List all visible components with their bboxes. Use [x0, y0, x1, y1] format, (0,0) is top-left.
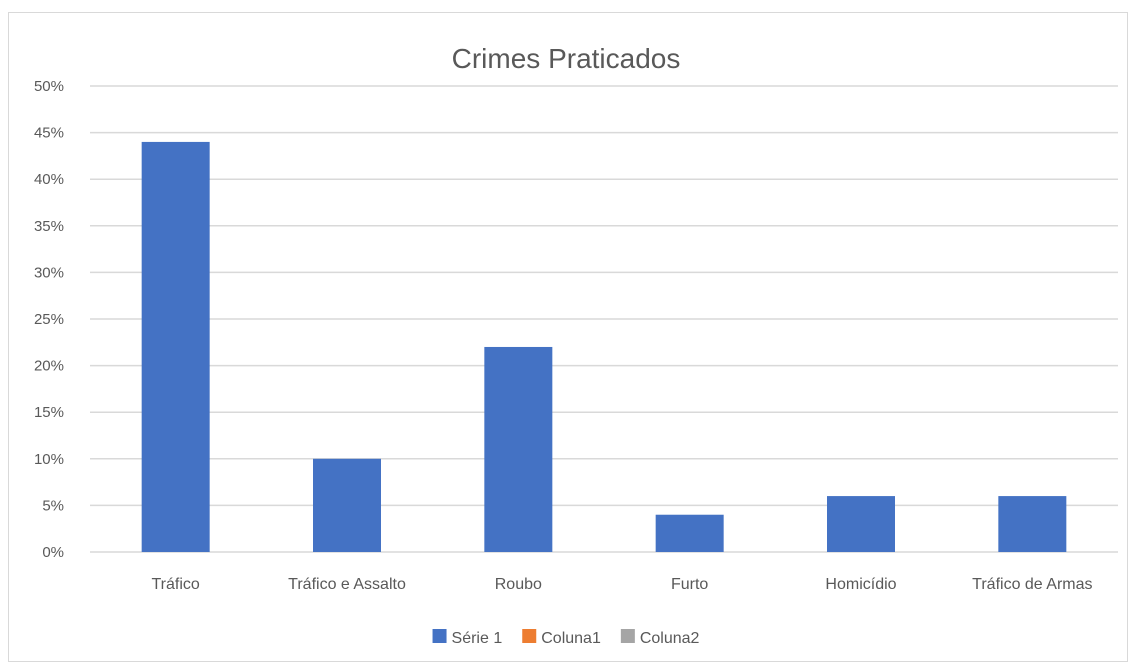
x-tick-label: Homicídio [825, 576, 896, 593]
y-tick-label: 5% [42, 497, 64, 514]
x-tick-label: Tráfico e Assalto [288, 576, 406, 593]
bar [655, 514, 724, 552]
bar [827, 496, 895, 552]
chart-title: Crimes Praticados [452, 43, 681, 74]
y-tick-label: 40% [34, 171, 64, 188]
bar [313, 458, 381, 552]
legend: Série 1 Coluna1 Coluna2 [432, 629, 700, 647]
bars [141, 141, 1067, 553]
y-tick-label: 35% [34, 218, 64, 235]
legend-label: Série 1 [452, 630, 503, 647]
bar [484, 346, 553, 552]
y-tick-label: 15% [34, 404, 64, 421]
y-axis: 0% 5% 10% 15% 20% 25% 30% 35% 40% 45% 50% [34, 78, 64, 561]
legend-swatch [432, 629, 447, 643]
bar [998, 496, 1067, 552]
y-tick-label: 50% [34, 78, 64, 95]
legend-label: Coluna2 [640, 630, 700, 647]
y-tick-label: 25% [34, 311, 64, 328]
legend-swatch [620, 629, 635, 643]
x-tick-label: Roubo [495, 576, 542, 593]
y-tick-label: 20% [34, 358, 64, 375]
legend-swatch [522, 629, 537, 643]
y-tick-label: 0% [42, 544, 64, 561]
y-tick-label: 10% [34, 451, 64, 468]
x-tick-label: Furto [671, 576, 708, 593]
y-tick-label: 30% [34, 264, 64, 281]
bar [141, 141, 210, 553]
x-tick-label: Tráfico [152, 576, 200, 593]
x-tick-label: Tráfico de Armas [972, 576, 1092, 593]
x-axis: Tráfico Tráfico e Assalto Roubo Furto Homicí… [152, 576, 1093, 593]
gridlines [90, 85, 1118, 553]
legend-label: Coluna1 [541, 630, 601, 647]
y-tick-label: 45% [34, 125, 64, 142]
